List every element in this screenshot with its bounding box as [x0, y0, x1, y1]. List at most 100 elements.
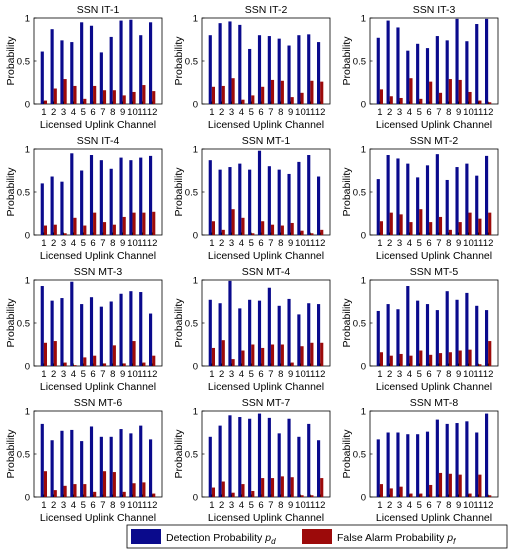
bar-false-alarm: [102, 471, 107, 497]
y-tick-label: 0.5: [185, 319, 198, 330]
bar-detection: [455, 423, 459, 497]
x-axis-label: Licensed Uplink Channel: [376, 119, 492, 131]
x-tick-label: 3: [229, 369, 234, 380]
bar-detection: [80, 304, 84, 366]
bar-false-alarm: [211, 347, 215, 366]
x-tick-label: 8: [446, 500, 451, 511]
bar-detection: [485, 310, 489, 366]
bar-detection: [297, 436, 301, 497]
bar-detection: [208, 436, 212, 497]
bar-false-alarm: [152, 211, 156, 235]
bar-detection: [139, 35, 143, 105]
x-tick-label: 10: [127, 238, 138, 249]
bar-false-alarm: [73, 85, 77, 104]
bar-detection: [257, 300, 262, 366]
x-tick-label: 2: [219, 238, 224, 249]
y-axis-label: Probability: [341, 167, 353, 217]
bar-detection: [149, 439, 153, 497]
y-tick-label: 0: [361, 362, 366, 373]
bar-false-alarm: [478, 218, 482, 235]
y-tick-label: 0: [361, 493, 366, 504]
bar-detection: [435, 310, 439, 366]
x-tick-label: 3: [229, 500, 234, 511]
x-axis-label: Licensed Uplink Channel: [40, 250, 156, 262]
bar-detection: [455, 299, 459, 366]
y-tick-label: 0.5: [353, 319, 366, 330]
bar-detection: [416, 43, 420, 104]
bar-false-alarm: [478, 100, 482, 104]
bar-detection: [99, 436, 103, 497]
panel-title: SSN MT-1: [242, 135, 291, 147]
x-tick-label: 12: [315, 500, 326, 511]
x-tick-label: 9: [120, 238, 125, 249]
x-tick-label: 11: [305, 107, 315, 118]
bar-false-alarm: [112, 472, 116, 497]
bar-detection: [475, 432, 479, 497]
bar-false-alarm: [83, 98, 87, 104]
bar-detection: [89, 155, 94, 235]
bar-detection: [60, 181, 64, 235]
bar-detection: [376, 310, 380, 366]
x-tick-label: 5: [249, 107, 254, 118]
x-tick-label: 12: [147, 500, 158, 511]
bar-false-alarm: [231, 492, 235, 497]
x-axis-label: Licensed Uplink Channel: [40, 512, 156, 524]
y-tick-label: 0: [193, 231, 198, 242]
bar-false-alarm: [438, 353, 443, 366]
x-tick-label: 8: [278, 107, 283, 118]
bar-false-alarm: [93, 212, 97, 235]
bar-detection: [238, 308, 242, 366]
bar-false-alarm: [221, 229, 225, 235]
bar-false-alarm: [448, 473, 452, 497]
x-tick-label: 6: [426, 369, 431, 380]
bar-detection: [109, 168, 113, 235]
bar-detection: [307, 34, 311, 105]
bar-false-alarm: [448, 229, 452, 235]
bar-detection: [406, 286, 410, 366]
y-axis-label: Probability: [341, 36, 353, 86]
bar-detection: [119, 20, 123, 104]
bar-detection: [60, 298, 64, 366]
y-tick-label: 0: [193, 100, 198, 111]
bar-false-alarm: [152, 91, 156, 104]
bar-detection: [80, 170, 84, 235]
y-axis-label: Probability: [173, 429, 185, 479]
bar-false-alarm: [83, 225, 87, 235]
y-tick-label: 0.5: [17, 188, 30, 199]
bar-false-alarm: [102, 222, 107, 235]
bar-detection: [396, 27, 400, 104]
bar-false-alarm: [93, 85, 97, 104]
bar-detection: [376, 37, 380, 104]
bar-false-alarm: [458, 474, 462, 497]
bar-detection: [455, 167, 459, 235]
bar-detection: [396, 158, 400, 235]
bar-false-alarm: [399, 97, 403, 104]
bar-false-alarm: [231, 359, 235, 366]
bar-detection: [40, 423, 44, 497]
x-tick-label: 10: [463, 369, 474, 380]
bar-false-alarm: [389, 488, 393, 497]
bar-detection: [435, 36, 439, 105]
bar-false-alarm: [142, 362, 146, 366]
y-tick-label: 1: [25, 407, 30, 418]
y-tick-label: 1: [361, 14, 366, 25]
panel-title: SSN IT-2: [245, 4, 288, 16]
bar-false-alarm: [221, 481, 225, 497]
x-axis-label: Licensed Uplink Channel: [376, 381, 492, 393]
bar-false-alarm: [290, 97, 294, 104]
bar-detection: [406, 50, 410, 104]
panel-title: SSN IT-3: [413, 4, 456, 16]
x-axis-label: Licensed Uplink Channel: [208, 119, 324, 131]
bar-false-alarm: [211, 487, 215, 497]
x-tick-label: 9: [456, 369, 461, 380]
bar-detection: [475, 175, 479, 235]
x-axis-label: Licensed Uplink Channel: [40, 381, 156, 393]
x-tick-label: 9: [120, 107, 125, 118]
y-tick-label: 1: [361, 145, 366, 156]
x-tick-label: 1: [209, 107, 214, 118]
y-tick-label: 1: [193, 276, 198, 287]
panel-title: SSN IT-4: [77, 135, 120, 147]
